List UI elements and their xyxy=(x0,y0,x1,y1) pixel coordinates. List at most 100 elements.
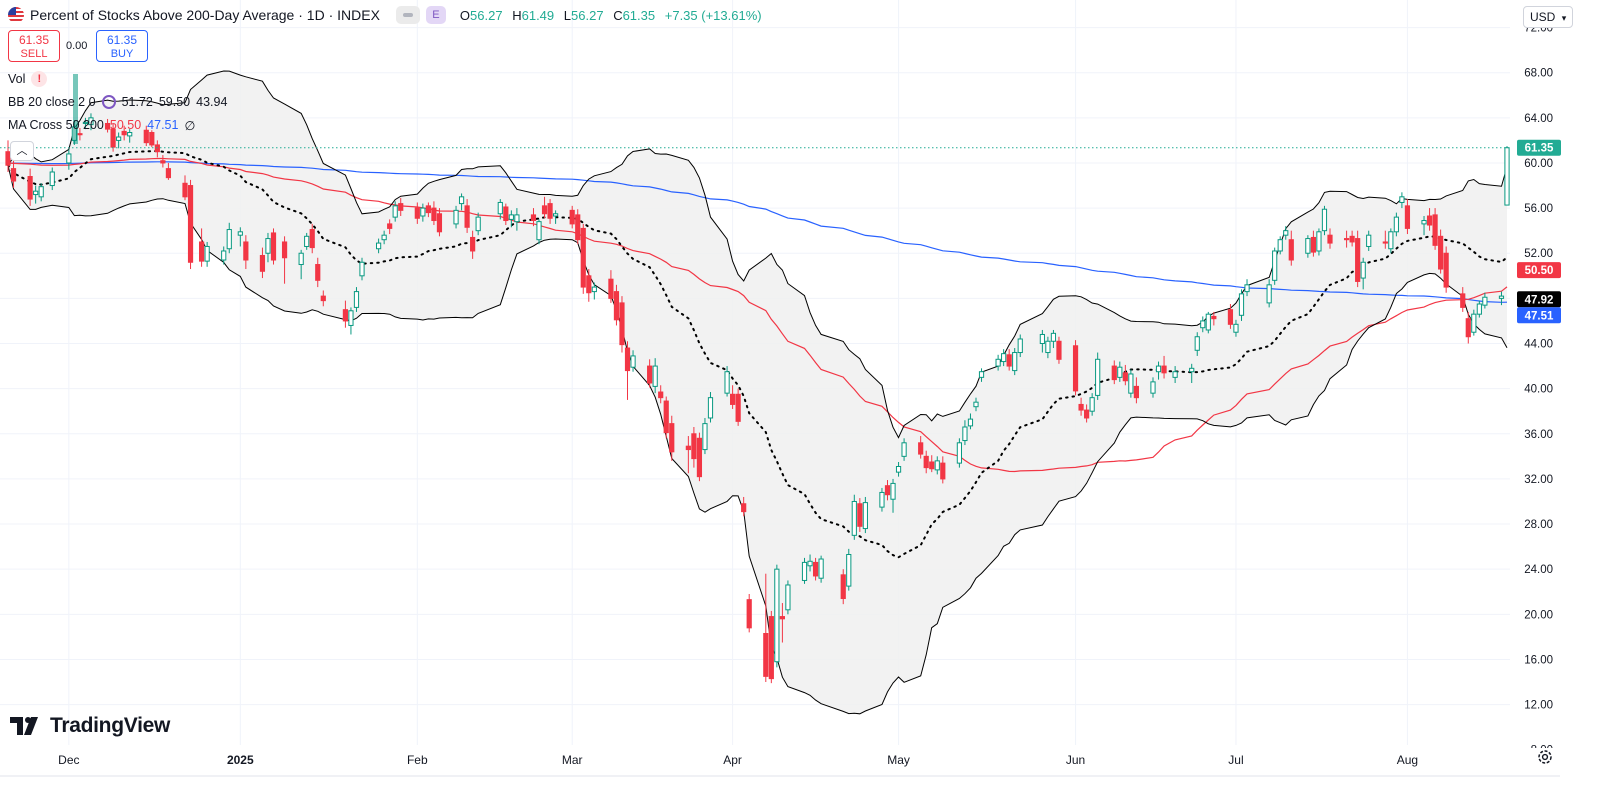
candle xyxy=(387,219,393,235)
candle-body xyxy=(1117,366,1123,378)
candle-body xyxy=(652,365,658,387)
candle-body xyxy=(436,213,443,233)
candle-body xyxy=(381,234,387,241)
candle-body xyxy=(154,144,160,153)
candle xyxy=(1288,230,1294,266)
candle xyxy=(82,117,89,130)
candle xyxy=(741,496,747,517)
legend-volume[interactable]: Vol ! xyxy=(8,69,53,89)
bb-lower-path xyxy=(7,165,1508,715)
y-tick-label: 52.00 xyxy=(1524,248,1553,260)
candle-body xyxy=(1316,231,1322,252)
x-tick-label: Mar xyxy=(562,753,583,767)
candle-body xyxy=(586,275,592,294)
x-tick-label: Jun xyxy=(1066,753,1085,767)
candle-body xyxy=(553,213,559,217)
earnings-badge[interactable]: E xyxy=(425,6,446,24)
symbol-title[interactable]: Percent of Stocks Above 200-Day Average … xyxy=(30,7,380,23)
candle-body xyxy=(237,231,243,236)
sync-icon[interactable] xyxy=(101,95,116,109)
candle xyxy=(530,208,537,227)
candle-body xyxy=(160,160,166,164)
candle-body xyxy=(1349,235,1355,243)
candle-body xyxy=(1288,239,1294,261)
collapse-legend-button[interactable]: ︿ xyxy=(10,141,34,161)
candle-body xyxy=(658,391,664,399)
candle xyxy=(121,125,127,141)
sell-label: SELL xyxy=(20,48,48,60)
candle xyxy=(425,202,431,218)
candle-body xyxy=(226,229,232,250)
x-axis[interactable]: Dec 2025 Feb Mar Apr May Jun Jul Aug xyxy=(0,748,1560,777)
candle xyxy=(1266,279,1272,308)
candle-body xyxy=(862,502,868,530)
candle xyxy=(265,232,271,263)
candle xyxy=(763,573,769,683)
candle-body xyxy=(38,186,44,198)
y-tick-label: 24.00 xyxy=(1524,564,1553,576)
ma-null-icon: ∅ xyxy=(184,118,196,133)
high-value: 61.49 xyxy=(521,7,555,23)
candle-body xyxy=(536,221,542,241)
candle xyxy=(1432,208,1438,250)
circle-icon[interactable] xyxy=(395,6,420,24)
candle xyxy=(840,569,846,605)
warning-icon[interactable]: ! xyxy=(31,71,48,87)
tradingview-logo[interactable]: TradingView xyxy=(10,712,170,740)
y-axis[interactable]: 72.0068.0064.0060.0056.0052.0048.0044.00… xyxy=(1512,23,1570,757)
candle-body xyxy=(1244,284,1250,293)
candle-body xyxy=(1128,373,1134,394)
candle-body xyxy=(110,128,116,148)
candle xyxy=(49,167,55,191)
candle xyxy=(1155,361,1162,380)
candle-body xyxy=(315,264,321,281)
candle xyxy=(398,197,404,217)
candle xyxy=(1360,257,1366,290)
y-tick-label: 32.00 xyxy=(1524,474,1553,486)
candle-body xyxy=(541,205,548,215)
candle xyxy=(1305,235,1311,258)
candle xyxy=(464,199,470,233)
candle xyxy=(154,140,160,158)
candle-body xyxy=(33,190,39,196)
sell-button[interactable]: 61.35 SELL xyxy=(8,30,60,62)
ma-slow-value: 47.51 xyxy=(147,118,179,132)
candle-body xyxy=(1133,385,1139,399)
candle xyxy=(663,396,669,439)
candle xyxy=(1012,348,1018,376)
candle-body xyxy=(746,599,752,629)
legend-ma-cross[interactable]: MA Cross 50 200 50.50 47.51 ∅ xyxy=(8,115,201,135)
candle xyxy=(226,222,232,254)
candle-body xyxy=(812,561,819,577)
price-label-other: 47.92 xyxy=(1517,291,1561,308)
candle-body xyxy=(1438,235,1444,270)
currency-selector[interactable]: USD ▾ xyxy=(1523,6,1574,28)
candle-body xyxy=(508,214,514,220)
candle xyxy=(348,307,354,335)
candle xyxy=(940,456,946,484)
candle-body xyxy=(962,426,968,442)
buy-button[interactable]: 61.35 BUY xyxy=(96,30,148,62)
candle-body xyxy=(165,168,172,179)
candle-body xyxy=(1056,340,1062,360)
candle-body xyxy=(1432,214,1438,246)
candle xyxy=(619,296,625,353)
candle xyxy=(1482,292,1488,309)
legend-bollinger[interactable]: BB 20 close 2 0 51.72 59.50 43.94 xyxy=(8,92,233,112)
candle xyxy=(104,118,111,133)
candle xyxy=(381,230,387,245)
candle xyxy=(187,179,194,270)
candle xyxy=(851,494,857,540)
candle xyxy=(1471,309,1477,336)
y-axis-background xyxy=(1512,30,1570,730)
gear-icon[interactable] xyxy=(1536,748,1554,766)
candle xyxy=(879,487,885,512)
candle xyxy=(165,162,172,180)
candle-body xyxy=(1039,333,1045,345)
candle-body xyxy=(630,355,636,368)
candle-body xyxy=(735,393,741,422)
candle xyxy=(1128,369,1134,398)
candle xyxy=(1393,212,1399,237)
candle xyxy=(127,129,133,143)
